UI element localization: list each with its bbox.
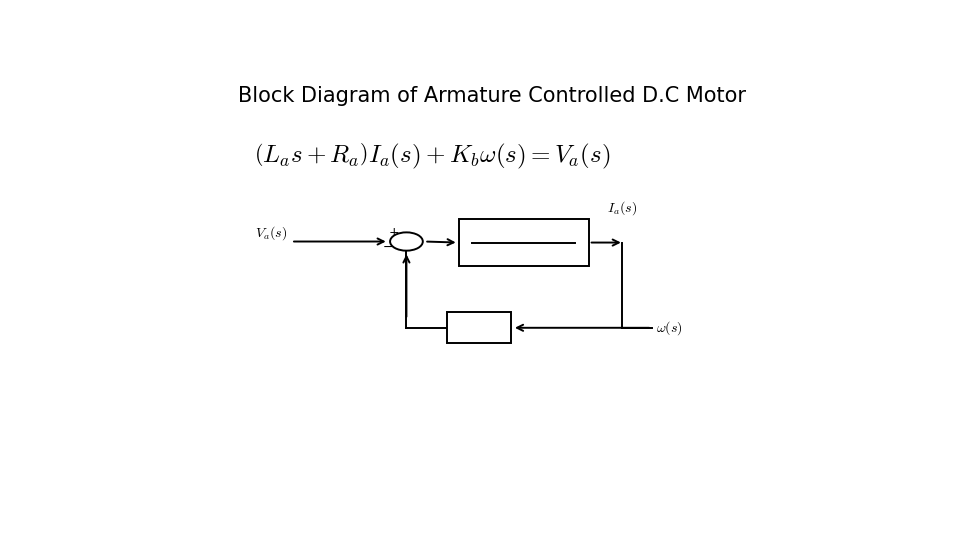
Text: −: − — [383, 241, 393, 254]
Text: $I_a(s)$: $I_a(s)$ — [608, 200, 637, 218]
FancyBboxPatch shape — [447, 312, 511, 343]
Text: Block Diagram of Armature Controlled D.C Motor: Block Diagram of Armature Controlled D.C… — [238, 85, 746, 106]
Text: +: + — [389, 226, 399, 239]
Text: $\omega(s)$: $\omega(s)$ — [656, 319, 683, 337]
Text: $1/L_a$: $1/L_a$ — [509, 222, 539, 241]
Text: $\left(L_a s + R_a \right)I_a(s) + K_b \omega(s) = V_a(s)$: $\left(L_a s + R_a \right)I_a(s) + K_b \… — [253, 141, 611, 171]
Text: $K_b$: $K_b$ — [469, 319, 489, 336]
Text: $V_a(s)$: $V_a(s)$ — [255, 224, 287, 242]
Text: $s + R_a/L_a$: $s + R_a/L_a$ — [492, 245, 555, 262]
FancyBboxPatch shape — [459, 219, 588, 266]
